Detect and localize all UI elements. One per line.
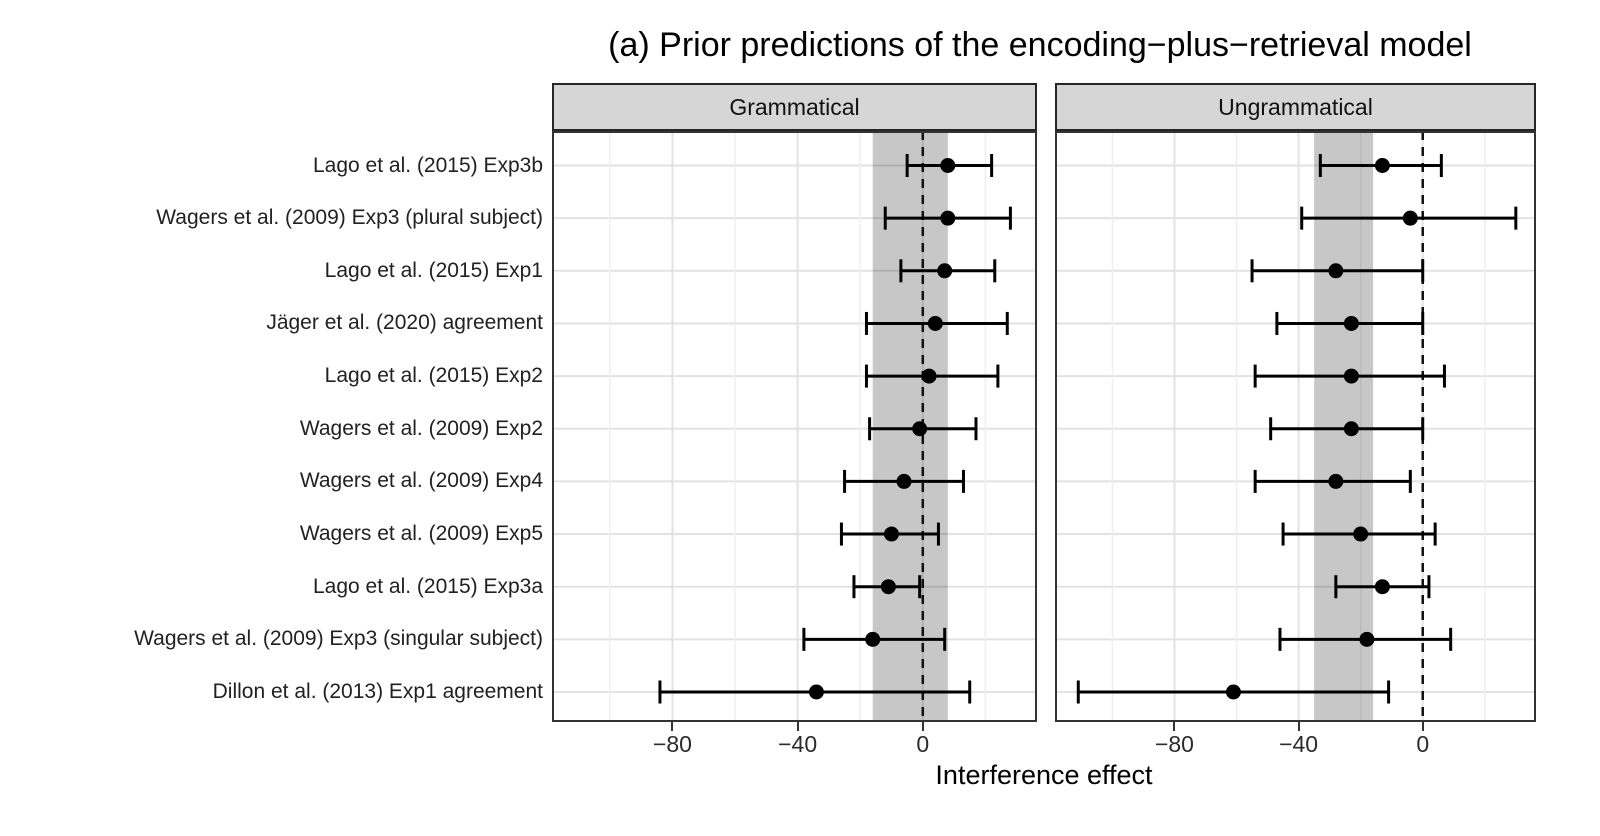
- point-estimate: [940, 210, 956, 226]
- facet-strip-grammatical: Grammatical: [552, 83, 1037, 131]
- y-axis-label: Lago et al. (2015) Exp3b: [313, 153, 543, 177]
- chart-title: (a) Prior predictions of the encoding−pl…: [608, 26, 1472, 64]
- facet-strip-ungrammatical: Ungrammatical: [1055, 83, 1536, 131]
- point-estimate: [1374, 579, 1390, 595]
- point-estimate: [896, 473, 912, 489]
- y-axis-label: Wagers et al. (2009) Exp3 (singular subj…: [134, 627, 543, 651]
- panel-grammatical: [552, 131, 1037, 722]
- point-estimate: [921, 368, 937, 384]
- x-axis-title: Interference effect: [935, 760, 1153, 790]
- point-estimate: [1353, 526, 1369, 542]
- x-tick-mark: [1173, 722, 1176, 731]
- point-estimate: [1225, 684, 1241, 700]
- y-axis-label: Lago et al. (2015) Exp2: [324, 364, 543, 388]
- x-tick-label: −80: [652, 731, 692, 757]
- point-estimate: [1328, 473, 1344, 489]
- x-tick-label: 0: [1416, 731, 1430, 757]
- x-tick-mark: [921, 722, 924, 731]
- facet-strip-label: Ungrammatical: [1218, 93, 1373, 120]
- panel-canvas: [1055, 131, 1536, 722]
- panel-ungrammatical: [1055, 131, 1536, 722]
- point-estimate: [1343, 421, 1359, 437]
- point-estimate: [808, 684, 824, 700]
- y-axis-label: Jäger et al. (2020) agreement: [266, 311, 543, 335]
- y-axis-label: Lago et al. (2015) Exp3a: [313, 574, 543, 598]
- point-estimate: [937, 263, 953, 279]
- point-estimate: [884, 526, 899, 542]
- y-axis-label: Wagers et al. (2009) Exp5: [299, 522, 543, 546]
- point-estimate: [1359, 631, 1375, 647]
- prior-prediction-band: [1314, 131, 1374, 722]
- x-tick-label: −40: [1279, 731, 1319, 757]
- point-estimate: [1328, 263, 1344, 279]
- x-tick-label: −80: [1154, 731, 1194, 757]
- y-axis-label: Wagers et al. (2009) Exp3 (plural subjec…: [156, 206, 543, 230]
- x-tick-label: −40: [778, 731, 818, 757]
- point-estimate: [1374, 158, 1390, 173]
- x-tick-label: 0: [916, 731, 930, 757]
- y-axis-label: Dillon et al. (2013) Exp1 agreement: [212, 680, 543, 703]
- x-tick-mark: [671, 722, 674, 731]
- point-estimate: [865, 631, 881, 647]
- facet-strip-label: Grammatical: [729, 93, 860, 120]
- point-estimate: [912, 421, 928, 437]
- panel-canvas: [552, 131, 1037, 722]
- point-estimate: [940, 158, 956, 173]
- y-axis-label: Lago et al. (2015) Exp1: [324, 258, 543, 282]
- y-axis-label: Wagers et al. (2009) Exp2: [299, 416, 543, 440]
- panel-border: [552, 131, 1037, 722]
- point-estimate: [1343, 368, 1359, 384]
- panel-border: [1055, 131, 1536, 722]
- x-tick-mark: [1297, 722, 1300, 731]
- x-tick-mark: [796, 722, 799, 731]
- point-estimate: [927, 315, 943, 331]
- x-tick-mark: [1421, 722, 1424, 731]
- y-axis-label: Wagers et al. (2009) Exp4: [299, 469, 543, 493]
- point-estimate: [1343, 315, 1359, 331]
- point-estimate: [880, 579, 896, 595]
- point-estimate: [1402, 210, 1418, 226]
